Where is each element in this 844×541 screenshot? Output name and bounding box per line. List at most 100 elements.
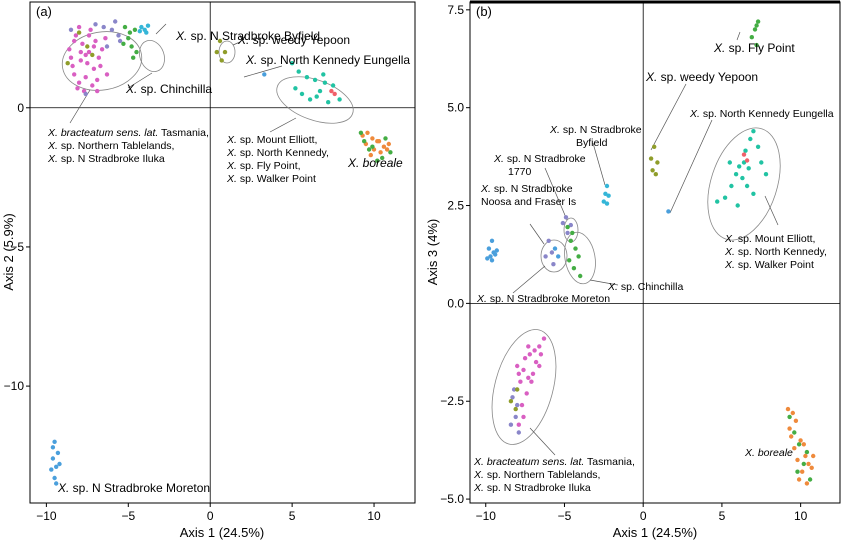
data-point-olive bbox=[650, 168, 655, 173]
data-point-blue bbox=[489, 238, 495, 243]
leader-moreton-b bbox=[512, 265, 546, 294]
data-point-orange bbox=[796, 477, 802, 482]
data-point-orange bbox=[811, 453, 816, 459]
data-point-orange bbox=[798, 438, 803, 443]
data-point-cyan bbox=[601, 199, 606, 204]
data-point-blue bbox=[666, 209, 671, 214]
data-point-teal bbox=[312, 77, 318, 83]
annotation-label: X. sp. North Kennedy Eungella bbox=[245, 53, 410, 67]
annotation-label: X. sp. Chinchilla bbox=[125, 82, 212, 96]
data-point-teal bbox=[337, 97, 342, 102]
ellipse-north-kennedy-b bbox=[707, 127, 781, 241]
data-point-purple bbox=[508, 422, 514, 427]
data-point-teal bbox=[729, 183, 734, 189]
data-point-magenta bbox=[515, 363, 520, 369]
data-point-blue bbox=[556, 254, 561, 259]
data-point-cyan bbox=[604, 201, 610, 206]
x-tick-label: 0 bbox=[207, 509, 214, 523]
data-point-magenta bbox=[516, 422, 521, 427]
data-point-teal bbox=[735, 203, 740, 208]
data-point-green bbox=[134, 49, 139, 55]
data-point-purple bbox=[560, 220, 566, 226]
data-point-olive bbox=[90, 52, 95, 58]
data-point-green bbox=[568, 238, 573, 243]
data-point-green bbox=[131, 55, 136, 60]
data-point-purple bbox=[93, 22, 98, 27]
annotation-label: Noosa and Fraser Is bbox=[481, 196, 576, 208]
data-point-teal bbox=[326, 100, 331, 105]
annotation-label: X. sp. weedy Yepoon bbox=[237, 33, 350, 47]
data-point-teal bbox=[748, 136, 753, 142]
data-point-blue bbox=[55, 450, 61, 456]
data-point-olive bbox=[513, 406, 518, 412]
annotation-label: X. sp. N Stradbroke bbox=[493, 153, 586, 165]
data-point-orange bbox=[365, 130, 370, 135]
data-point-purple bbox=[563, 215, 569, 220]
annotation-label: X. sp. N Stradbroke Moreton bbox=[57, 481, 210, 495]
data-point-blue bbox=[50, 445, 56, 450]
data-point-orange bbox=[801, 442, 806, 447]
data-point-teal bbox=[321, 72, 326, 77]
x-tick-label: −5 bbox=[121, 509, 135, 523]
data-point-green bbox=[380, 155, 385, 161]
data-point-cyan bbox=[145, 23, 151, 28]
y-tick-label: 5.0 bbox=[447, 101, 464, 115]
y-tick-label: 0.0 bbox=[447, 296, 464, 310]
data-point-orange bbox=[378, 150, 383, 155]
data-point-olive bbox=[85, 44, 90, 49]
data-point-orange bbox=[789, 434, 794, 439]
annotation-label: X. sp. North Kennedy, bbox=[724, 246, 827, 258]
data-point-green bbox=[755, 19, 761, 24]
data-point-olive bbox=[76, 30, 82, 35]
data-point-orange bbox=[376, 139, 382, 144]
panel-b-label: (b) bbox=[476, 4, 492, 19]
data-point-olive bbox=[65, 61, 70, 66]
data-point-green bbox=[578, 273, 583, 279]
data-point-orange bbox=[790, 410, 795, 416]
data-point-olive bbox=[515, 387, 520, 392]
data-point-blue bbox=[488, 254, 493, 259]
data-point-teal bbox=[733, 172, 739, 177]
data-point-green bbox=[366, 147, 372, 152]
annotation-label: X. sp. weedy Yepoon bbox=[645, 70, 758, 84]
data-point-purple bbox=[546, 238, 551, 243]
data-point-purple bbox=[515, 402, 520, 408]
data-point-blue bbox=[485, 256, 490, 261]
annotation-label: X. sp. N Stradbroke Byfield bbox=[175, 29, 320, 43]
data-point-magenta bbox=[519, 402, 525, 408]
data-point-blue bbox=[54, 464, 59, 469]
data-point-teal bbox=[715, 199, 720, 204]
data-point-blue bbox=[49, 467, 54, 472]
data-point-green bbox=[126, 36, 131, 41]
data-point-teal bbox=[307, 97, 313, 102]
data-point-purple bbox=[565, 230, 570, 236]
data-point-magenta bbox=[73, 33, 79, 38]
ellipse-bracteatum-b bbox=[491, 329, 557, 445]
data-point-magenta bbox=[78, 58, 84, 63]
data-point-green bbox=[796, 442, 802, 447]
data-point-orange bbox=[787, 426, 792, 431]
data-point-green bbox=[571, 266, 577, 271]
data-point-green bbox=[362, 139, 367, 144]
panel-b-xlabel: Axis 1 (24.5%) bbox=[613, 525, 698, 540]
data-point-olive bbox=[217, 38, 223, 44]
leader-byfield bbox=[155, 23, 167, 35]
y-tick-label: 0 bbox=[17, 101, 24, 115]
data-point-green bbox=[787, 414, 792, 420]
data-point-teal bbox=[727, 160, 732, 165]
data-point-orange bbox=[368, 152, 373, 158]
annotation-label: X. sp. Chinchilla bbox=[607, 281, 683, 293]
data-point-magenta bbox=[522, 356, 528, 361]
data-point-green bbox=[122, 24, 128, 30]
data-point-teal bbox=[293, 86, 298, 91]
data-point-blue bbox=[50, 456, 56, 461]
data-point-olive bbox=[652, 144, 657, 149]
data-point-orange bbox=[800, 469, 805, 474]
data-point-teal bbox=[751, 129, 756, 134]
data-point-orange bbox=[795, 457, 800, 463]
leader-bracteatum-b bbox=[529, 427, 556, 456]
data-point-blue bbox=[52, 475, 57, 481]
data-point-magenta bbox=[527, 352, 532, 357]
data-point-teal bbox=[317, 88, 323, 94]
ellipse-bracteatum bbox=[61, 31, 143, 91]
